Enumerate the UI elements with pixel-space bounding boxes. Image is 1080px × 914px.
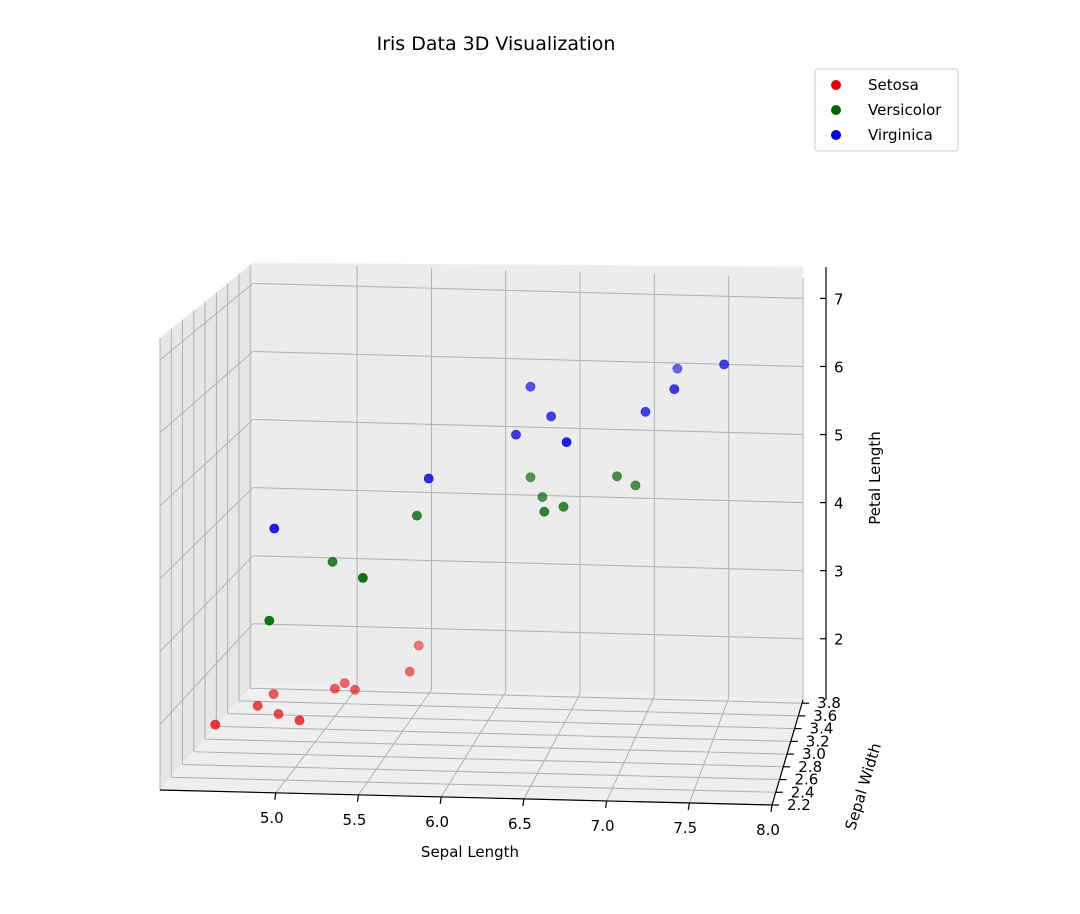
x-gridline xyxy=(440,269,507,798)
data-point-setosa xyxy=(404,666,415,677)
data-point-setosa xyxy=(339,678,350,688)
data-point-setosa xyxy=(329,683,340,694)
legend-marker-setosa xyxy=(831,80,841,90)
y-tick-label: 3.6 xyxy=(813,707,837,725)
y-tick-label: 3.4 xyxy=(810,720,834,738)
data-point-versicolor xyxy=(411,510,422,521)
x-tick-label: 7.0 xyxy=(591,817,615,835)
legend-label-versicolor: Versicolor xyxy=(868,101,942,119)
data-point-versicolor xyxy=(630,480,641,491)
z-gridline xyxy=(159,418,804,507)
data-point-virginica xyxy=(561,437,572,447)
axes-grid xyxy=(159,265,804,806)
data-point-versicolor xyxy=(537,492,548,502)
data-point-virginica xyxy=(719,359,729,370)
y-tick-label: 3.8 xyxy=(817,694,841,712)
x-axis-line xyxy=(159,789,773,806)
data-point-setosa xyxy=(210,719,221,730)
x-tick-mark xyxy=(274,792,277,800)
x-gridline xyxy=(688,276,730,804)
legend-marker-versicolor xyxy=(831,105,841,115)
data-points xyxy=(210,359,729,730)
x-gridline xyxy=(606,273,655,802)
y-tick-label: 3.2 xyxy=(806,732,830,750)
y-tick-label: 2.6 xyxy=(795,771,819,789)
x-tick-label: 5.0 xyxy=(260,809,284,827)
axes-ticks: 5.0 5.5 6.0 6.5 7.0 7.5 8.02.22.42.62.83.03.23… xyxy=(260,290,844,839)
data-point-setosa xyxy=(273,709,284,719)
z-tick-label: 2 xyxy=(834,631,844,649)
data-point-versicolor xyxy=(327,556,338,567)
z-gridline xyxy=(159,555,804,652)
axes-lines xyxy=(159,267,827,806)
y-gridline xyxy=(170,328,776,793)
x-tick-mark xyxy=(605,800,608,809)
data-point-setosa xyxy=(252,700,263,711)
x-tick-mark xyxy=(687,802,690,811)
data-point-virginica xyxy=(640,406,651,417)
legend-label-setosa: Setosa xyxy=(868,76,919,94)
z-tick-label: 7 xyxy=(834,290,844,308)
x-gridline xyxy=(358,267,432,796)
x-tick-label: 6.5 xyxy=(508,815,532,833)
y-gridline xyxy=(227,283,795,730)
z-tick-label: 4 xyxy=(834,495,844,513)
y-tick-label: 3.0 xyxy=(802,745,826,763)
x-tick-mark xyxy=(439,796,442,804)
x-tick-label: 5.5 xyxy=(343,811,367,829)
y-tick-label: 2.4 xyxy=(791,783,815,801)
y-gridline xyxy=(204,301,788,755)
data-point-virginica xyxy=(669,384,680,395)
data-point-setosa xyxy=(413,640,424,651)
data-point-setosa xyxy=(294,715,305,726)
data-point-virginica xyxy=(423,473,434,484)
legend-frame xyxy=(814,68,959,152)
chart-title: Iris Data 3D Visualization xyxy=(377,33,616,55)
y-gridline xyxy=(238,274,799,717)
x-tick-mark xyxy=(522,798,525,807)
z-axis-label: Petal Length xyxy=(866,431,884,525)
data-point-virginica xyxy=(269,523,280,534)
x-tick-mark xyxy=(356,794,360,802)
x-tick-label: 6.0 xyxy=(425,813,449,831)
data-point-virginica xyxy=(546,411,556,422)
z-tick-label: 3 xyxy=(834,563,844,581)
data-point-versicolor xyxy=(539,506,550,517)
legend-label-virginica: Virginica xyxy=(868,126,933,144)
x-gridline xyxy=(523,271,581,800)
data-point-versicolor xyxy=(357,573,368,583)
data-point-setosa xyxy=(268,689,279,699)
x-tick-label: 8.0 xyxy=(756,821,780,839)
data-point-virginica xyxy=(672,363,683,374)
data-point-versicolor xyxy=(558,501,569,512)
z-tick-label: 5 xyxy=(834,427,844,445)
x-tick-mark xyxy=(770,804,773,813)
x-tick-label: 7.5 xyxy=(673,819,697,837)
data-point-versicolor xyxy=(264,615,275,626)
data-point-virginica xyxy=(525,381,536,392)
x-axis-label: Sepal Length xyxy=(421,843,519,861)
z-gridline xyxy=(159,282,804,361)
y-gridline xyxy=(193,310,784,768)
z-gridline xyxy=(159,487,804,579)
y-tick-label: 2.8 xyxy=(798,758,822,776)
y-gridline xyxy=(182,319,780,780)
y-axis-line xyxy=(771,699,804,806)
legend: Setosa Versicolor Virginica xyxy=(814,68,959,152)
y-tick-label: 2.2 xyxy=(787,796,811,814)
legend-marker-virginica xyxy=(831,130,841,140)
z-gridline xyxy=(159,350,804,434)
data-point-versicolor xyxy=(612,471,622,482)
z-tick-label: 6 xyxy=(834,358,844,376)
data-point-setosa xyxy=(350,684,360,695)
z-gridline xyxy=(159,623,804,725)
y-gridline xyxy=(249,265,803,704)
data-point-versicolor xyxy=(525,472,536,483)
axes-panes xyxy=(158,261,804,806)
data-point-virginica xyxy=(511,429,521,440)
